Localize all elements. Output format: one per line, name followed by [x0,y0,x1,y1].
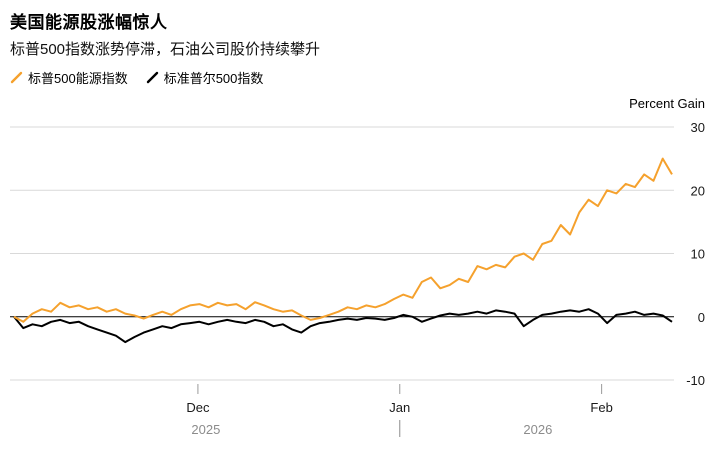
x-tick-label: Feb [590,400,612,415]
year-label: 2025 [191,422,220,437]
x-tick-label: Dec [186,400,210,415]
legend-label-energy: 标普500能源指数 [28,71,128,86]
chart-legend: 标普500能源指数 标准普尔500指数 [10,68,263,87]
y-axis-title: Percent Gain [629,96,705,111]
y-tick-label: 10 [691,247,705,262]
year-labels: 2025 2026 [191,420,552,437]
sp500-line-swatch-icon [146,71,158,84]
y-tick-label: 30 [691,120,705,135]
y-axis-labels: 30 20 10 0 -10 [686,120,705,388]
chart-title: 美国能源股涨幅惊人 [10,13,168,32]
x-tick-label: Jan [389,400,410,415]
energy-series-line [13,157,673,323]
legend-label-sp500: 标准普尔500指数 [163,71,264,86]
x-axis-ticks [197,384,603,394]
y-tick-label: -10 [686,373,705,388]
gridlines [10,126,674,381]
x-axis-labels: Dec Jan Feb [186,400,612,415]
legend-item-sp500: 标准普尔500指数 [146,68,264,87]
sp500-series-line [13,308,673,344]
year-label: 2026 [523,422,552,437]
chart-subtitle: 标普500指数涨势停滞，石油公司股价持续攀升 [10,41,321,58]
y-tick-label: 0 [698,310,705,325]
y-tick-label: 20 [691,183,705,198]
energy-line-swatch-icon [10,71,23,84]
legend-item-energy: 标普500能源指数 [10,68,128,87]
